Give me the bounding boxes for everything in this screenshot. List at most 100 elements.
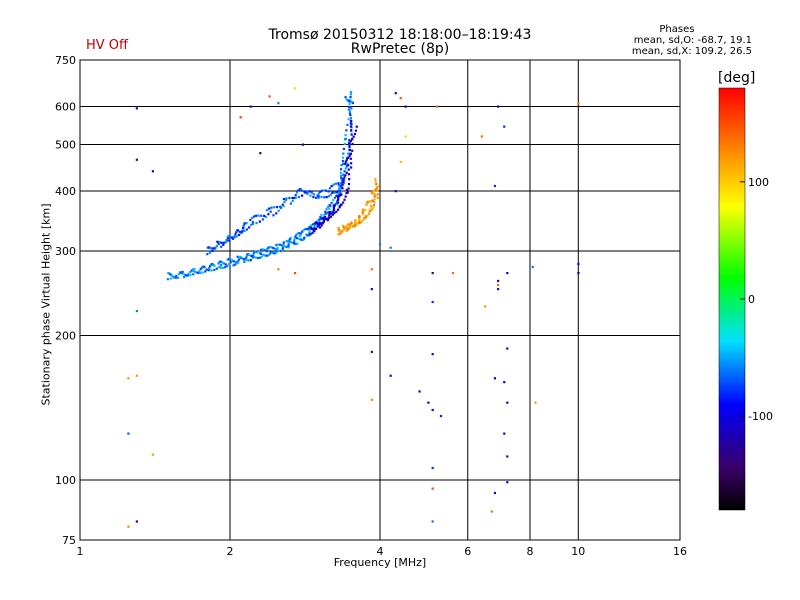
trace-point <box>347 99 351 103</box>
trace-point <box>235 235 238 238</box>
phase-summary-o: mean, sd,O: -68.7, 19.1 <box>633 35 752 46</box>
trace-point <box>342 178 345 181</box>
trace-point <box>355 125 358 128</box>
trace-point <box>235 231 238 234</box>
trace-point <box>226 236 230 240</box>
trace-point <box>224 240 228 244</box>
trace-point <box>222 262 226 265</box>
trace-point <box>198 269 201 272</box>
trace-point <box>237 233 241 237</box>
trace-point <box>301 230 304 233</box>
trace-point <box>242 226 245 230</box>
trace-point <box>251 221 255 224</box>
trace-point <box>289 202 292 205</box>
trace-point <box>322 220 325 224</box>
trace-point <box>339 192 342 195</box>
x-tick-label: 16 <box>673 545 687 558</box>
trace-point <box>208 246 211 249</box>
trace-point <box>340 193 343 196</box>
scatter-point <box>389 246 392 249</box>
trace-point <box>308 230 311 233</box>
y-tick-label: 750 <box>55 54 76 67</box>
trace-point <box>348 178 351 181</box>
trace-point <box>350 221 353 224</box>
trace-point <box>208 251 212 254</box>
trace-point <box>293 242 296 245</box>
trace-point <box>309 190 312 193</box>
colorbar-label: [deg] <box>718 70 756 86</box>
trace-point <box>282 197 286 201</box>
scatter-point <box>127 432 130 435</box>
trace-point <box>340 182 343 185</box>
trace-point <box>340 203 343 206</box>
trace-point <box>327 190 330 193</box>
trace-point <box>312 195 315 199</box>
trace-point <box>337 190 340 193</box>
trace-point <box>241 230 244 233</box>
trace-point <box>333 191 336 194</box>
trace-point <box>236 229 240 232</box>
trace-point <box>275 212 278 215</box>
trace-point <box>368 200 371 203</box>
trace-point <box>181 270 184 274</box>
trace-point <box>291 241 294 245</box>
colorbar-tick-label: -100 <box>748 410 773 423</box>
y-tick-label: 200 <box>55 330 76 343</box>
trace-point <box>282 245 285 248</box>
trace-point <box>208 265 212 268</box>
trace-point <box>350 130 353 133</box>
trace-point <box>244 258 248 262</box>
trace-point <box>198 271 202 274</box>
trace-point <box>262 248 265 251</box>
trace-point <box>268 252 271 256</box>
trace-point <box>222 241 225 244</box>
trace-point <box>312 193 315 196</box>
trace-point <box>225 239 228 242</box>
trace-point <box>344 134 347 137</box>
scatter-point <box>577 271 580 275</box>
trace-point <box>338 191 342 194</box>
trace-point <box>175 274 178 277</box>
trace-point <box>247 259 250 262</box>
trace-point <box>250 254 253 258</box>
trace-point <box>265 250 268 253</box>
trace-point <box>252 252 255 256</box>
trace-point <box>306 190 309 193</box>
trace-point <box>320 224 323 227</box>
trace-point <box>248 226 251 229</box>
scatter-point <box>484 305 487 308</box>
trace-point <box>348 148 352 152</box>
trace-point <box>336 201 340 204</box>
trace-point <box>282 241 285 244</box>
trace-point <box>298 232 301 235</box>
trace-point <box>350 224 353 228</box>
trace-point <box>244 257 248 260</box>
trace-point <box>328 214 331 217</box>
scatter-point <box>394 190 397 193</box>
plot-grid <box>80 60 680 540</box>
trace-point <box>328 187 332 190</box>
trace-point <box>341 156 345 159</box>
trace-point <box>313 227 316 230</box>
x-ticks: 1 2 4 6 8 10 16 <box>77 545 688 558</box>
trace-point <box>243 229 246 232</box>
trace-point <box>234 263 237 266</box>
trace-point <box>242 224 245 227</box>
trace-point <box>344 174 347 177</box>
trace-point <box>220 245 223 248</box>
trace-point <box>374 180 377 183</box>
trace-point <box>217 262 220 265</box>
trace-point <box>299 232 303 235</box>
trace-point <box>282 243 285 246</box>
trace-point <box>363 216 366 220</box>
trace-point <box>348 99 352 102</box>
trace-point <box>261 218 265 221</box>
trace-point <box>270 246 273 249</box>
trace-point <box>218 241 222 244</box>
trace-point <box>257 256 260 260</box>
trace-point <box>364 214 367 218</box>
trace-point <box>210 247 213 250</box>
y-tick-label: 500 <box>55 139 76 152</box>
trace-point <box>300 188 303 191</box>
trace-point <box>324 189 328 192</box>
